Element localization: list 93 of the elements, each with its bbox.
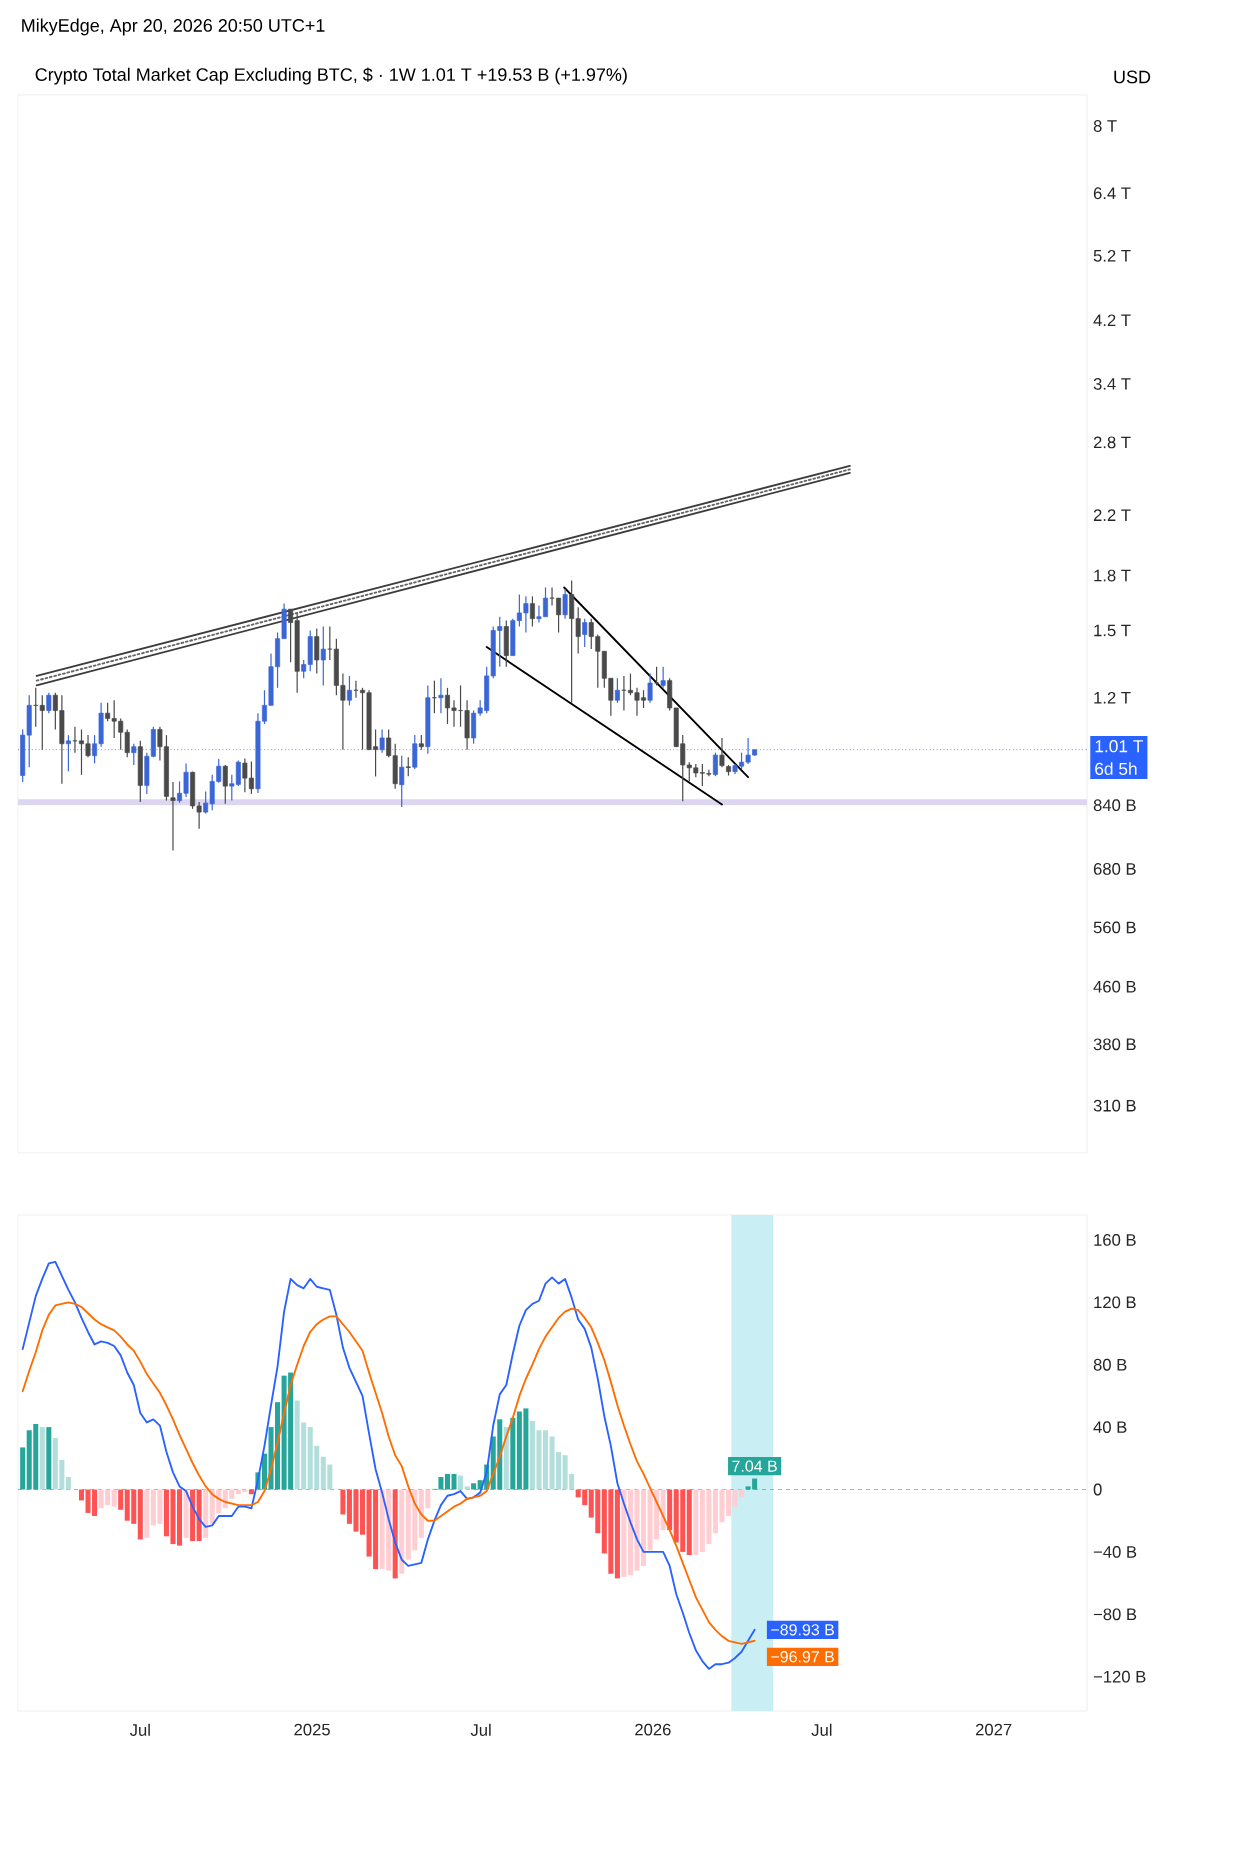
bar — [614, 1489, 620, 1579]
bar — [510, 1417, 516, 1490]
y-tick-label: 840 B — [1093, 799, 1136, 812]
candlestick — [72, 726, 78, 754]
y-tick-label: 80 B — [1093, 1358, 1127, 1371]
candlestick — [399, 755, 405, 808]
text: MikyEdge, Apr 20, 2026 20:50 UTC+1 — [22, 18, 325, 36]
y-tick-label: 5.2 T — [1093, 249, 1131, 262]
candlestick — [719, 737, 725, 768]
candlestick — [556, 597, 562, 634]
y-tick-label: −120 B — [1093, 1670, 1146, 1683]
text: USD — [1114, 70, 1151, 84]
bar — [78, 1489, 85, 1501]
y-tick-label: 4.2 T — [1093, 314, 1131, 327]
y-tick-label: 380 B — [1093, 1038, 1136, 1051]
bar — [65, 1477, 71, 1490]
y-tick-label: 1.8 T — [1094, 569, 1131, 582]
bar — [542, 1430, 549, 1490]
candlestick — [327, 625, 333, 661]
bar — [686, 1489, 692, 1556]
text: 6d 5h — [1095, 762, 1137, 775]
bar — [471, 1483, 477, 1490]
candlestick — [405, 756, 411, 777]
candlestick — [562, 588, 568, 620]
bar — [183, 1489, 189, 1538]
y-tick-label: 1.5 T — [1094, 624, 1131, 637]
ref-line-label: 1.01 T — [1095, 740, 1143, 753]
candlestick — [222, 764, 228, 805]
bar — [203, 1489, 209, 1538]
candlestick — [65, 734, 71, 772]
x-tick-label: 2027 — [975, 1723, 1012, 1736]
bar — [667, 1489, 673, 1531]
candlestick — [131, 743, 137, 766]
candlestick — [660, 666, 666, 689]
y-tick-label: 8 T — [1093, 120, 1117, 132]
bar — [458, 1475, 464, 1490]
candlestick — [614, 677, 620, 704]
bar — [464, 1486, 470, 1490]
candlestick — [654, 666, 660, 687]
candlestick — [438, 677, 444, 714]
data-label: 7.04 B — [732, 1460, 777, 1472]
y-tick-label: 3.4 T — [1093, 378, 1131, 390]
y-tick-label: 160 B — [1094, 1234, 1136, 1246]
candlestick — [549, 586, 555, 607]
y-tick-label: 680 B — [1093, 863, 1136, 875]
candlestick — [647, 672, 653, 704]
bar — [111, 1489, 117, 1507]
bar — [190, 1489, 196, 1541]
bar — [137, 1489, 143, 1540]
y-tick-label: 40 B — [1093, 1421, 1127, 1434]
data-label: −96.97 B — [771, 1651, 834, 1663]
bar — [196, 1489, 202, 1541]
candlestick — [320, 625, 326, 687]
bar — [725, 1489, 732, 1517]
x-tick-label: Jul — [811, 1723, 832, 1736]
bar — [144, 1489, 150, 1538]
bar — [20, 1447, 26, 1490]
candlestick — [314, 627, 320, 675]
candlestick — [170, 781, 176, 852]
candlestick — [529, 595, 535, 628]
bar — [621, 1489, 627, 1577]
candlestick — [582, 618, 588, 648]
bar — [46, 1427, 52, 1490]
y-tick-label: −80 B — [1093, 1608, 1137, 1621]
y-tick-label: 310 B — [1093, 1099, 1136, 1112]
candlestick — [346, 675, 352, 706]
y-tick-label: −40 B — [1093, 1546, 1137, 1558]
bar — [39, 1427, 45, 1490]
chart-title: Crypto Total Market Cap Excluding BTC, $ · 1W 1.01 T +19.53 B (+1.97%) — [35, 67, 627, 85]
bar — [399, 1489, 405, 1574]
candlestick — [712, 752, 718, 777]
candlestick — [412, 734, 418, 770]
data-label: −89.93 B — [771, 1624, 834, 1636]
x-tick-label: Jul — [470, 1723, 491, 1736]
bar — [340, 1489, 346, 1515]
y-tick-label: 560 B — [1093, 921, 1136, 934]
y-tick-label: 2.2 T — [1093, 509, 1131, 521]
y-tick-label: 460 B — [1093, 980, 1136, 993]
bar — [359, 1489, 366, 1535]
candlestick — [379, 728, 385, 754]
y-tick-label: 6.4 T — [1093, 187, 1131, 200]
y-tick-label: 120 B — [1094, 1296, 1136, 1309]
bar — [503, 1427, 509, 1490]
candlestick — [46, 692, 52, 714]
bar — [118, 1489, 124, 1510]
bar — [392, 1489, 398, 1579]
x-tick-label: 2026 — [635, 1723, 671, 1736]
x-tick-label: 2025 — [294, 1723, 330, 1736]
bar — [693, 1489, 699, 1556]
y-tick-label: 1.2 T — [1094, 691, 1131, 704]
y-tick-label: 2.8 T — [1093, 436, 1131, 449]
y-tick-label: 0 — [1093, 1483, 1102, 1496]
x-tick-label: Jul — [129, 1723, 150, 1736]
